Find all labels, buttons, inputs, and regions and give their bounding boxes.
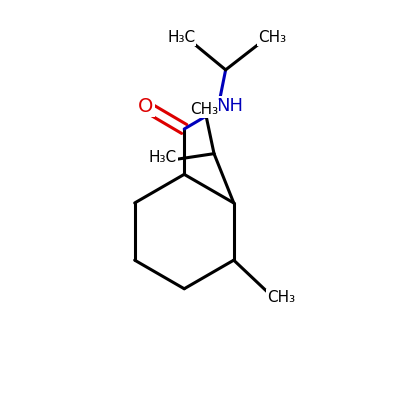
Text: NH: NH: [216, 97, 243, 115]
Text: CH₃: CH₃: [190, 102, 218, 116]
Text: CH₃: CH₃: [267, 290, 295, 305]
Text: H₃C: H₃C: [149, 150, 177, 165]
Text: O: O: [138, 97, 154, 116]
Text: H₃C: H₃C: [167, 30, 195, 45]
Text: CH₃: CH₃: [258, 30, 286, 45]
